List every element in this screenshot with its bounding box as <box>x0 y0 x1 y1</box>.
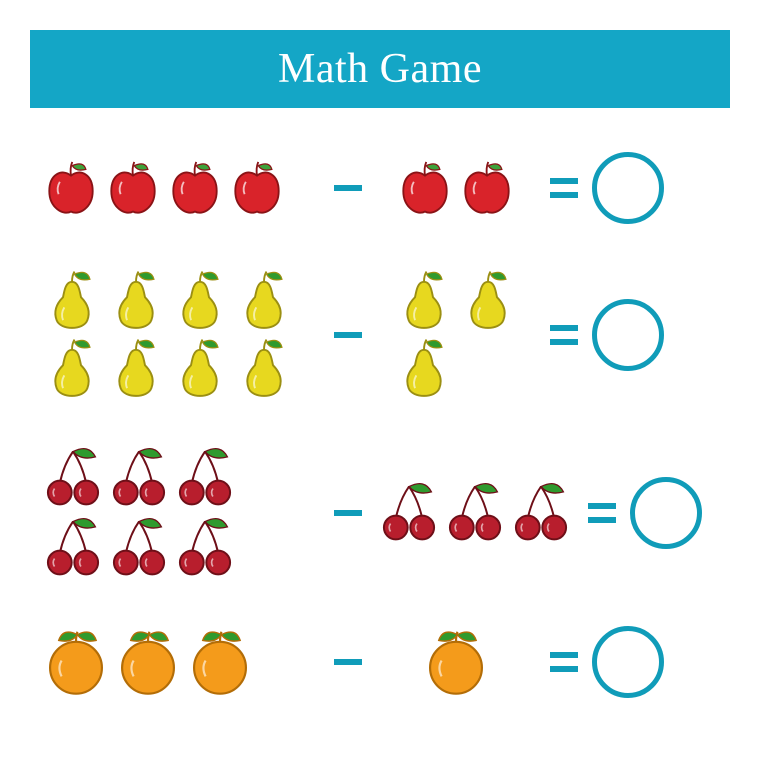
minuend-group <box>40 269 320 401</box>
minus-operator <box>328 185 368 191</box>
cherry-icon <box>40 515 106 581</box>
pear-icon <box>104 269 168 333</box>
subtrahend-group <box>376 626 536 698</box>
cherry-icon <box>442 480 508 546</box>
minus-icon <box>334 510 362 516</box>
apple-icon <box>394 157 456 219</box>
pear-icon <box>40 269 104 333</box>
pear-icon <box>104 337 168 401</box>
subtrahend-group <box>376 269 536 401</box>
answer-slot[interactable] <box>630 477 702 549</box>
cherry-icon <box>172 445 238 511</box>
subtrahend-group <box>376 157 536 219</box>
pear-icon <box>392 337 456 401</box>
header-bar: Math Game <box>30 30 730 108</box>
answer-circle[interactable] <box>592 626 664 698</box>
pear-icon <box>40 337 104 401</box>
equals-icon <box>550 652 578 672</box>
equals-operator <box>582 503 622 523</box>
cherry-icon <box>40 445 106 511</box>
pear-icon <box>232 337 296 401</box>
apple-icon <box>226 157 288 219</box>
minuend-group <box>40 445 320 581</box>
equals-operator <box>544 178 584 198</box>
equals-operator <box>544 325 584 345</box>
minus-icon <box>334 185 362 191</box>
problem-row <box>40 152 720 224</box>
minus-operator <box>328 510 368 516</box>
orange-icon <box>40 626 112 698</box>
apple-icon <box>102 157 164 219</box>
cherry-icon <box>106 515 172 581</box>
pear-icon <box>168 337 232 401</box>
cherry-icon <box>376 480 442 546</box>
minus-operator <box>328 332 368 338</box>
subtrahend-group <box>376 480 574 546</box>
answer-slot[interactable] <box>592 152 664 224</box>
orange-icon <box>420 626 492 698</box>
equals-icon <box>550 325 578 345</box>
page-title: Math Game <box>278 45 482 93</box>
problem-row <box>40 269 720 401</box>
pear-icon <box>456 269 520 333</box>
answer-circle[interactable] <box>592 299 664 371</box>
problem-list <box>40 130 720 720</box>
answer-circle[interactable] <box>592 152 664 224</box>
cherry-icon <box>508 480 574 546</box>
pear-icon <box>392 269 456 333</box>
apple-icon <box>40 157 102 219</box>
minuend-group <box>40 626 320 698</box>
answer-slot[interactable] <box>592 299 664 371</box>
minus-icon <box>334 659 362 665</box>
apple-icon <box>456 157 518 219</box>
equals-icon <box>550 178 578 198</box>
minus-icon <box>334 332 362 338</box>
cherry-icon <box>106 445 172 511</box>
orange-icon <box>184 626 256 698</box>
pear-icon <box>232 269 296 333</box>
orange-icon <box>112 626 184 698</box>
problem-row <box>40 626 720 698</box>
apple-icon <box>164 157 226 219</box>
pear-icon <box>168 269 232 333</box>
worksheet-page: Math Game <box>0 0 760 760</box>
answer-slot[interactable] <box>592 626 664 698</box>
cherry-icon <box>172 515 238 581</box>
minus-operator <box>328 659 368 665</box>
answer-circle[interactable] <box>630 477 702 549</box>
equals-operator <box>544 652 584 672</box>
equals-icon <box>588 503 616 523</box>
problem-row <box>40 445 720 581</box>
minuend-group <box>40 157 320 219</box>
